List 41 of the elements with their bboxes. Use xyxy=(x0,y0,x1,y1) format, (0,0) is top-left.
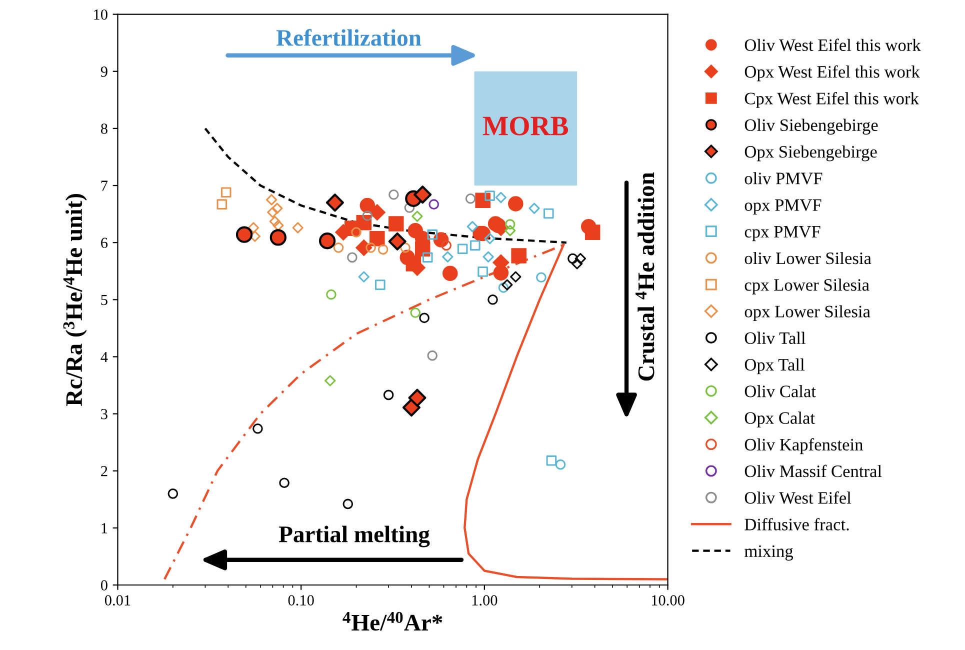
y-tick-label: 4 xyxy=(100,352,108,362)
band-label: MORB xyxy=(482,116,568,136)
legend-label: opx Lower Silesia xyxy=(744,305,870,321)
legend-label: cpx PMVF xyxy=(744,226,820,242)
legend-label: cpx Lower Silesia xyxy=(744,278,870,294)
y-tick-label: 0 xyxy=(100,580,108,590)
y-tick-label: 6 xyxy=(101,238,108,248)
x-tick-label: 0.10 xyxy=(288,595,314,606)
legend-label: Oliv Massif Central xyxy=(744,464,882,478)
legend-label: oliv Lower Silesia xyxy=(744,252,872,264)
y-tick-label: 8 xyxy=(100,124,108,134)
legend-label: Cpx West Eifel this work xyxy=(744,92,919,108)
legend-label: Opx West Eifel this work xyxy=(744,65,920,82)
y-tick-label: 1 xyxy=(102,523,108,534)
legend-label: Oliv Tall xyxy=(744,332,806,344)
annotation: Crustal $^{4}$He addition xyxy=(636,172,654,381)
legend-label: oliv PMVF xyxy=(744,172,822,184)
legend-label: Oliv Siebengebirge xyxy=(744,118,878,135)
y-tick-label: 5 xyxy=(101,294,108,306)
annotation: Refertilization xyxy=(276,29,422,46)
y-tick-label: 10 xyxy=(94,9,108,20)
legend-label: Oliv Calat xyxy=(744,385,816,398)
legend-label: Opx Siebengebirge xyxy=(744,145,877,162)
x-tick-label: 1.00 xyxy=(472,595,498,606)
y-axis-title: Rc/Ra ($^{3}$He/$^{4}$He unit) xyxy=(63,194,87,406)
legend-label: mixing xyxy=(744,545,794,561)
x-axis-title: $^{4}$He/$^{40}$Ar* xyxy=(342,612,442,631)
y-tick-label: 9 xyxy=(100,66,108,77)
y-tick-label: 7 xyxy=(101,180,108,191)
y-tick-label: 2 xyxy=(101,466,108,476)
annotation: Partial melting xyxy=(278,526,430,548)
x-tick-label: 0.01 xyxy=(104,595,130,606)
legend-label: Opx Calat xyxy=(744,412,815,428)
legend-label: Opx Tall xyxy=(744,358,804,374)
legend-label: opx PMVF xyxy=(744,199,822,214)
x-tick-label: 10.00 xyxy=(652,595,684,606)
legend-label: Oliv West Eifel xyxy=(744,491,852,504)
legend-label: Diffusive fract. xyxy=(744,518,849,530)
y-tick-label: 3 xyxy=(101,408,108,420)
legend-label: Oliv Kapfenstein xyxy=(744,438,863,454)
legend-label: Oliv West Eifel this work xyxy=(744,38,921,52)
